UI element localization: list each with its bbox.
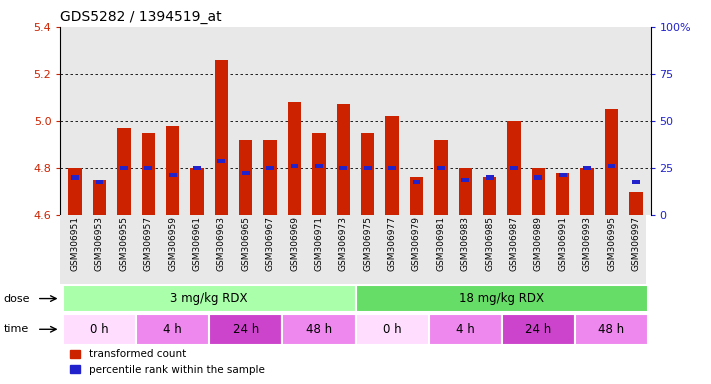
- Bar: [437, 166, 445, 170]
- Text: 18 mg/kg RDX: 18 mg/kg RDX: [459, 292, 545, 305]
- Text: GSM306971: GSM306971: [314, 217, 324, 271]
- Bar: [459, 168, 472, 215]
- Text: 48 h: 48 h: [306, 323, 332, 336]
- Bar: [434, 140, 447, 215]
- Text: time: time: [4, 324, 29, 334]
- Bar: [483, 177, 496, 215]
- Bar: [486, 175, 493, 180]
- Bar: [361, 133, 375, 215]
- Bar: [117, 128, 131, 215]
- Bar: [92, 180, 106, 215]
- Bar: [532, 168, 545, 215]
- Text: GSM306997: GSM306997: [631, 217, 641, 271]
- Text: GSM306977: GSM306977: [387, 217, 397, 271]
- Bar: [510, 166, 518, 170]
- Legend: transformed count, percentile rank within the sample: transformed count, percentile rank withi…: [65, 345, 269, 379]
- Bar: [312, 133, 326, 215]
- FancyBboxPatch shape: [429, 314, 502, 345]
- Text: GSM306957: GSM306957: [144, 217, 153, 271]
- Bar: [605, 109, 619, 215]
- Bar: [291, 164, 299, 168]
- Bar: [556, 173, 570, 215]
- Bar: [461, 178, 469, 182]
- Text: 0 h: 0 h: [90, 323, 109, 336]
- Text: GSM306981: GSM306981: [437, 217, 445, 271]
- Bar: [288, 102, 301, 215]
- Text: GSM306951: GSM306951: [70, 217, 80, 271]
- Bar: [580, 168, 594, 215]
- Text: GSM306975: GSM306975: [363, 217, 372, 271]
- FancyBboxPatch shape: [356, 285, 648, 313]
- Text: GSM306993: GSM306993: [582, 217, 592, 271]
- Bar: [315, 164, 323, 168]
- Bar: [266, 166, 274, 170]
- FancyBboxPatch shape: [356, 314, 429, 345]
- Bar: [141, 133, 155, 215]
- Bar: [385, 116, 399, 215]
- Bar: [169, 173, 176, 177]
- Text: GSM306991: GSM306991: [558, 217, 567, 271]
- Bar: [144, 166, 152, 170]
- FancyBboxPatch shape: [282, 314, 356, 345]
- Text: 4 h: 4 h: [164, 323, 182, 336]
- Text: GSM306985: GSM306985: [485, 217, 494, 271]
- Bar: [239, 140, 252, 215]
- Bar: [339, 166, 347, 170]
- Bar: [264, 140, 277, 215]
- Bar: [583, 166, 591, 170]
- Text: GDS5282 / 1394519_at: GDS5282 / 1394519_at: [60, 10, 222, 25]
- FancyBboxPatch shape: [209, 314, 282, 345]
- FancyBboxPatch shape: [502, 314, 575, 345]
- Text: 24 h: 24 h: [232, 323, 259, 336]
- Text: 24 h: 24 h: [525, 323, 552, 336]
- Bar: [410, 177, 423, 215]
- Text: GSM306959: GSM306959: [168, 217, 177, 271]
- Bar: [68, 168, 82, 215]
- FancyBboxPatch shape: [63, 314, 136, 345]
- Text: GSM306979: GSM306979: [412, 217, 421, 271]
- Text: GSM306995: GSM306995: [607, 217, 616, 271]
- Bar: [215, 60, 228, 215]
- Bar: [364, 166, 372, 170]
- Text: 48 h: 48 h: [599, 323, 624, 336]
- Bar: [559, 173, 567, 177]
- Bar: [388, 166, 396, 170]
- FancyBboxPatch shape: [575, 314, 648, 345]
- Bar: [629, 192, 643, 215]
- Bar: [193, 166, 201, 170]
- Bar: [191, 168, 203, 215]
- Text: 4 h: 4 h: [456, 323, 475, 336]
- Text: dose: dose: [4, 293, 30, 304]
- Bar: [608, 164, 616, 168]
- Text: GSM306987: GSM306987: [510, 217, 518, 271]
- Text: GSM306965: GSM306965: [241, 217, 250, 271]
- Text: GSM306983: GSM306983: [461, 217, 470, 271]
- FancyBboxPatch shape: [63, 285, 356, 313]
- Text: GSM306963: GSM306963: [217, 217, 226, 271]
- Text: GSM306955: GSM306955: [119, 217, 129, 271]
- Bar: [508, 121, 520, 215]
- Bar: [336, 104, 350, 215]
- Bar: [120, 166, 128, 170]
- Text: GSM306953: GSM306953: [95, 217, 104, 271]
- FancyBboxPatch shape: [60, 215, 646, 284]
- Text: 0 h: 0 h: [383, 323, 402, 336]
- Bar: [166, 126, 179, 215]
- Text: 3 mg/kg RDX: 3 mg/kg RDX: [171, 292, 248, 305]
- Text: GSM306967: GSM306967: [266, 217, 274, 271]
- Text: GSM306973: GSM306973: [339, 217, 348, 271]
- Bar: [632, 180, 640, 184]
- Bar: [242, 170, 250, 175]
- Bar: [535, 175, 542, 180]
- Bar: [218, 159, 225, 163]
- Text: GSM306969: GSM306969: [290, 217, 299, 271]
- Bar: [412, 180, 420, 184]
- Bar: [71, 175, 79, 180]
- Text: GSM306961: GSM306961: [193, 217, 201, 271]
- FancyBboxPatch shape: [136, 314, 209, 345]
- Bar: [95, 180, 103, 184]
- Text: GSM306989: GSM306989: [534, 217, 543, 271]
